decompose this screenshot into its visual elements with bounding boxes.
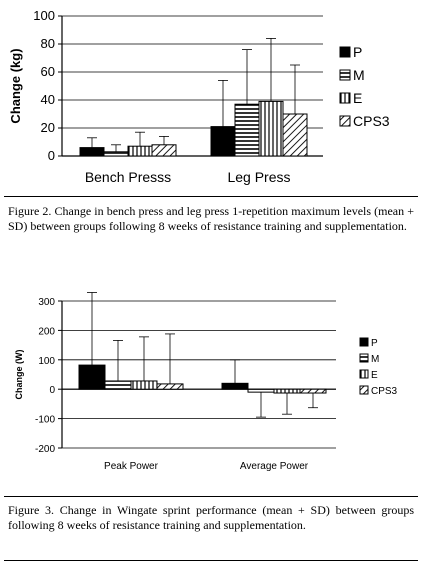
y-tick-label: 0 — [49, 385, 55, 396]
y-tick-label: 0 — [48, 148, 55, 163]
legend-swatch — [339, 92, 351, 104]
bar — [234, 103, 260, 157]
bar — [258, 100, 284, 157]
bar — [127, 145, 153, 157]
y-tick-label: 40 — [41, 92, 55, 107]
legend-swatch — [359, 337, 369, 347]
x-category-label: Leg Press — [227, 169, 290, 185]
caption-divider-top — [4, 496, 418, 497]
bar — [130, 380, 158, 390]
caption-divider-top — [4, 196, 418, 197]
bar — [151, 144, 177, 157]
legend-label: E — [371, 370, 378, 381]
legend-label: P — [353, 44, 362, 60]
y-axis-label: Change (kg) — [8, 48, 23, 123]
bar — [247, 388, 275, 393]
legend-swatch — [339, 115, 351, 127]
legend-label: M — [371, 354, 379, 365]
x-category-label: Bench Presss — [85, 169, 171, 185]
legend-label: CPS3 — [371, 386, 398, 397]
y-tick-label: 80 — [41, 36, 55, 51]
legend-swatch — [359, 369, 369, 379]
figure-3-caption: Figure 3. Change in Wingate sprint perfo… — [8, 503, 414, 532]
bar — [103, 151, 129, 157]
legend-label: CPS3 — [353, 113, 390, 129]
x-category-label: Peak Power — [104, 461, 159, 472]
y-tick-label: 200 — [38, 326, 55, 337]
legend-swatch — [359, 385, 369, 395]
bar — [79, 147, 105, 157]
caption-divider-bottom — [4, 560, 418, 561]
y-tick-label: 100 — [38, 356, 55, 367]
bar — [104, 380, 132, 390]
bar — [282, 113, 308, 157]
bar — [273, 388, 301, 394]
bar — [221, 382, 249, 390]
legend-swatch — [339, 46, 351, 58]
legend-swatch — [339, 69, 351, 81]
bar — [156, 383, 184, 390]
y-tick-label: 300 — [38, 297, 55, 308]
y-axis-label: Change (W) — [14, 350, 24, 400]
y-tick-label: -200 — [35, 444, 55, 455]
bar — [299, 388, 327, 394]
bar — [210, 126, 236, 157]
legend-label: M — [353, 67, 365, 83]
figure-2-caption: Figure 2. Change in bench press and leg … — [8, 204, 414, 233]
y-tick-label: 60 — [41, 64, 55, 79]
bar — [78, 364, 106, 390]
chart-wingate-change: -200 -100 0 100 200 300 Change (W) Peak Power Av… — [14, 292, 398, 472]
y-tick-label: -100 — [35, 415, 55, 426]
legend-swatch — [359, 353, 369, 363]
y-tick-label: 20 — [41, 120, 55, 135]
x-category-label: Average Power — [240, 461, 309, 472]
legend-label: E — [353, 90, 362, 106]
y-tick-label: 100 — [33, 8, 55, 23]
chart-strength-change: 0 20 40 60 80 100 Change (kg) Bench Presss Leg P… — [8, 8, 390, 185]
legend-label: P — [371, 338, 378, 349]
